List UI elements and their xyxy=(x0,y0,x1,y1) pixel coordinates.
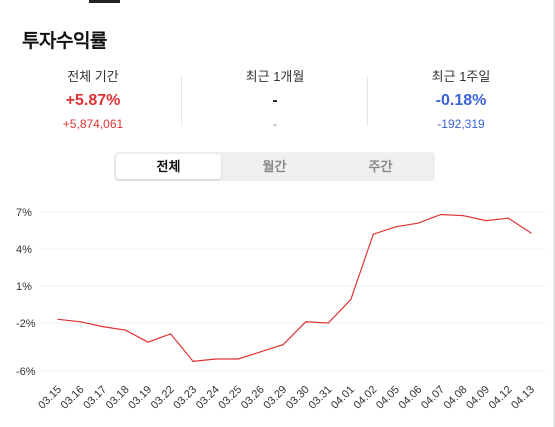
x-tick-label: 03.23 xyxy=(171,384,199,412)
data-point xyxy=(147,341,149,343)
y-tick-label: -6% xyxy=(16,366,36,378)
x-tick-label: 04.01 xyxy=(329,384,357,412)
stat-percent: - xyxy=(272,92,278,109)
stat-amount: +5,874,061 xyxy=(62,117,124,131)
x-tick-label: 04.09 xyxy=(464,384,492,412)
stat-amount: - xyxy=(273,117,277,131)
x-tick-label: 03.15 xyxy=(36,384,64,412)
x-tick-label: 03.17 xyxy=(81,384,109,412)
data-point xyxy=(305,321,307,323)
x-tick-label: 03.18 xyxy=(104,384,132,412)
data-point xyxy=(170,333,172,335)
data-point xyxy=(417,222,419,224)
y-tick-label: 1% xyxy=(16,281,32,293)
data-point xyxy=(507,217,510,219)
series-line xyxy=(57,213,532,363)
x-tick-label: 03.29 xyxy=(261,384,289,412)
y-tick-label: 7% xyxy=(16,207,32,219)
stat-total-period: 전체 기간 +5.87% +5,874,061 xyxy=(0,60,186,131)
y-tick-label: -2% xyxy=(16,318,36,330)
stat-label: 전체 기간 xyxy=(67,69,119,84)
return-line-chart: 7%4%1%-2%-6%03.1503.1603.1703.1803.1903.… xyxy=(16,207,545,412)
data-point xyxy=(260,351,262,353)
x-tick-label: 04.02 xyxy=(352,384,380,412)
return-summary: 전체 기간 +5.87% +5,874,061 최근 1개월 - - 최근 1주… xyxy=(0,60,555,140)
divider xyxy=(181,76,182,126)
x-tick-label: 03.19 xyxy=(126,384,154,412)
scrollbar-edge xyxy=(553,0,555,427)
stat-percent: +5.87% xyxy=(65,92,121,109)
data-point xyxy=(79,321,82,323)
x-tick-label: 03.22 xyxy=(149,384,177,412)
tab-all[interactable]: 전체 xyxy=(116,154,221,179)
x-tick-label: 03.30 xyxy=(284,384,312,412)
divider xyxy=(367,76,368,126)
x-tick-label: 03.26 xyxy=(239,384,267,412)
stat-last-week: 최근 1주일 -0.18% -192,319 xyxy=(368,60,554,131)
data-point xyxy=(237,358,239,360)
x-tick-label: 04.13 xyxy=(509,384,537,412)
data-point xyxy=(462,215,465,217)
x-tick-label: 03.16 xyxy=(59,384,87,412)
stat-label: 최근 1주일 xyxy=(431,69,491,84)
data-point xyxy=(395,226,397,228)
stat-percent: -0.18% xyxy=(435,92,487,109)
x-tick-label: 04.05 xyxy=(374,384,402,412)
data-point xyxy=(57,318,59,320)
data-point xyxy=(372,233,374,235)
data-point xyxy=(530,232,532,234)
data-point xyxy=(350,298,352,301)
x-tick-label: 03.31 xyxy=(306,384,334,412)
period-toggle: 전체 월간 주간 xyxy=(114,152,435,181)
data-point xyxy=(327,322,329,324)
y-tick-label: 4% xyxy=(16,244,32,256)
stat-amount: -192,319 xyxy=(437,117,485,131)
top-tab-indicator xyxy=(89,0,120,3)
x-tick-label: 04.07 xyxy=(419,384,447,412)
stat-last-month: 최근 1개월 - - xyxy=(182,60,368,131)
stat-label: 최근 1개월 xyxy=(245,69,305,84)
tab-weekly[interactable]: 주간 xyxy=(368,159,393,174)
x-tick-label: 03.25 xyxy=(216,384,244,412)
data-point xyxy=(102,326,104,328)
data-point xyxy=(282,344,284,346)
x-tick-label: 04.08 xyxy=(442,384,470,412)
data-point xyxy=(440,213,442,216)
data-point xyxy=(124,329,127,331)
data-point xyxy=(485,220,487,222)
tab-monthly[interactable]: 월간 xyxy=(262,159,287,174)
x-tick-label: 04.06 xyxy=(397,384,425,412)
x-tick-label: 03.24 xyxy=(194,384,222,412)
data-point xyxy=(215,358,217,360)
page-title: 투자수익률 xyxy=(22,31,107,52)
data-point xyxy=(192,360,194,362)
x-tick-label: 04.12 xyxy=(487,384,515,412)
